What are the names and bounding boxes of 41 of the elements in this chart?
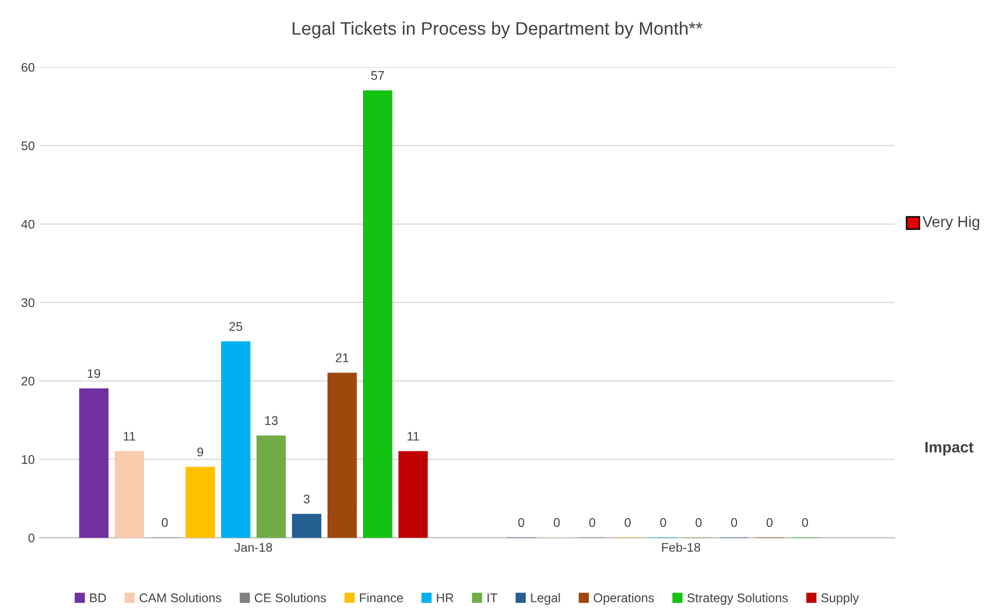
legend-label: CAM Solutions: [140, 593, 222, 602]
legend-label: BD: [90, 594, 106, 602]
text: Impact: [925, 442, 974, 456]
y-tick-label: 60: [22, 62, 34, 72]
data-label: 13: [265, 416, 278, 425]
legend-label: Finance: [360, 593, 403, 602]
y-tick-label: 20: [22, 376, 34, 386]
y-tick-label: 0: [28, 534, 34, 542]
text: Very Hig: [922, 216, 980, 230]
data-label: 19: [88, 369, 100, 378]
y-tick-label: 50: [21, 141, 34, 150]
data-label: 0: [589, 518, 596, 527]
data-label: 0: [624, 518, 631, 527]
data-label: 21: [336, 353, 348, 362]
data-label: 0: [660, 518, 666, 527]
data-label: 9: [197, 448, 204, 456]
data-label: 0: [696, 518, 702, 527]
data-label: 0: [731, 518, 738, 527]
legend-label: HR: [436, 594, 454, 602]
legend-label: IT: [488, 594, 498, 602]
x-tick-label: Jan-18: [234, 542, 272, 552]
data-label: 0: [766, 518, 773, 527]
data-label: 0: [518, 518, 524, 527]
legend-label: Legal: [531, 593, 560, 605]
legend-label: Strategy Solutions: [687, 593, 788, 605]
legend-label: Supply: [821, 593, 859, 605]
legend-label: Operations: [594, 593, 654, 605]
data-label: 0: [802, 518, 808, 527]
data-label: 0: [554, 518, 560, 527]
chart-title: Legal Tickets in Process by Department by Month**: [292, 22, 702, 38]
data-label: 3: [304, 494, 310, 504]
y-tick-label: 10: [22, 455, 34, 464]
data-label: 0: [162, 518, 168, 527]
data-label: 25: [229, 322, 242, 331]
y-tick-label: 30: [21, 298, 34, 308]
legend-label: CE Solutions: [254, 593, 326, 602]
data-label: 11: [124, 432, 136, 441]
data-label: 57: [371, 71, 384, 80]
y-tick-label: 40: [21, 220, 34, 229]
x-tick-label: Feb-18: [662, 542, 700, 552]
data-label: 11: [408, 432, 419, 441]
